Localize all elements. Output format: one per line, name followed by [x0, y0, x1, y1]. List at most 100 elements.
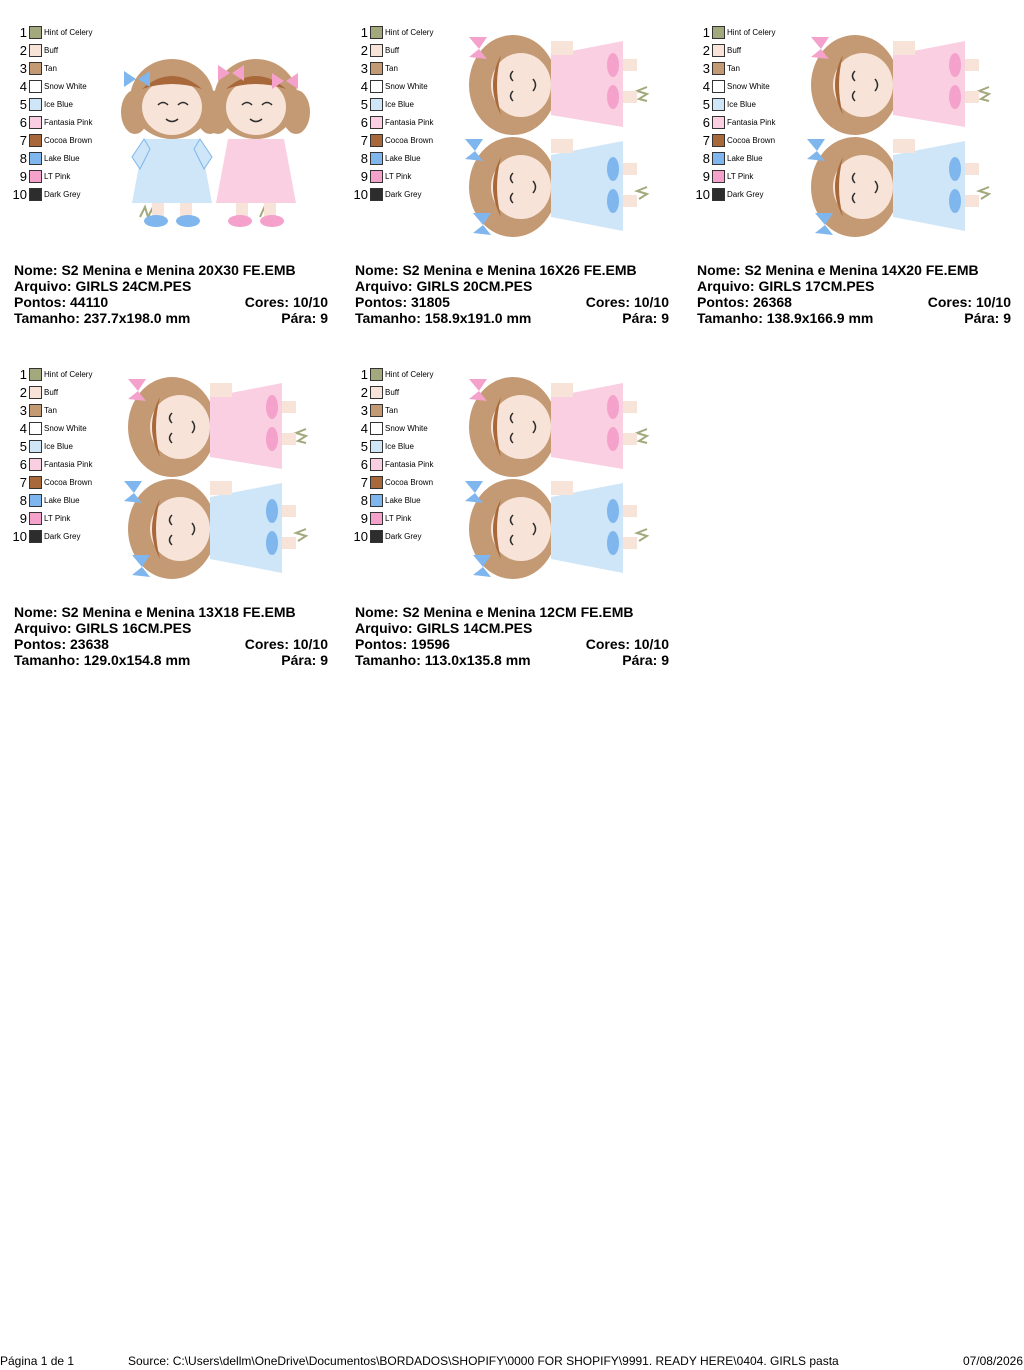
color-name: Lake Blue [44, 496, 80, 505]
color-number: 9 [19, 169, 27, 184]
color-legend-row: 8 Lake Blue [341, 151, 451, 169]
color-swatch [370, 458, 383, 471]
color-number: 8 [702, 151, 710, 166]
color-swatch [370, 152, 383, 165]
color-name: Snow White [727, 82, 770, 91]
color-number: 4 [19, 421, 27, 436]
color-name: Buff [385, 46, 400, 55]
color-name: Cocoa Brown [727, 136, 776, 145]
embroidery-preview-rotated-girls [123, 376, 307, 580]
stop-count: Pára: 9 [622, 652, 669, 668]
color-number: 7 [19, 475, 27, 490]
color-legend-row: 6 Fantasia Pink [341, 457, 451, 475]
color-legend-row: 7 Cocoa Brown [341, 475, 451, 493]
design-file: Arquivo: GIRLS 17CM.PES [697, 278, 875, 294]
color-number: 6 [19, 457, 27, 472]
color-name: Hint of Celery [385, 28, 434, 37]
color-swatch [712, 98, 725, 111]
color-swatch [370, 422, 383, 435]
color-swatch [370, 44, 383, 57]
color-legend-row: 4 Snow White [683, 79, 793, 97]
color-name: Lake Blue [727, 154, 763, 163]
design-info: Nome: S2 Menina e Menina 14X20 FE.EMB Ar… [697, 262, 1011, 326]
color-swatch [370, 512, 383, 525]
color-swatch [712, 26, 725, 39]
color-swatch [29, 368, 42, 381]
color-swatch [29, 440, 42, 453]
color-number: 1 [19, 367, 27, 382]
color-name: Cocoa Brown [44, 136, 93, 145]
stop-count: Pára: 9 [964, 310, 1011, 326]
design-file: Arquivo: GIRLS 20CM.PES [355, 278, 533, 294]
color-name: Snow White [385, 82, 428, 91]
design-card: 1 Hint of Celery 2 Buff 3 Tan 4 Snow White 5 Ice … [683, 25, 1013, 345]
color-number: 9 [19, 511, 27, 526]
color-swatch [29, 530, 42, 543]
color-legend-row: 10 Dark Grey [683, 187, 793, 205]
color-count: Cores: 10/10 [585, 294, 669, 310]
color-swatch [29, 494, 42, 507]
color-name: Dark Grey [44, 190, 81, 199]
page-number: Página 1 de 1 [0, 1354, 75, 1368]
color-legend-row: 1 Hint of Celery [683, 25, 793, 43]
color-number: 3 [360, 403, 368, 418]
color-name: Fantasia Pink [727, 118, 776, 127]
color-name: LT Pink [727, 172, 754, 181]
design-info: Nome: S2 Menina e Menina 12CM FE.EMB Arq… [355, 604, 669, 668]
color-swatch [29, 134, 42, 147]
color-number: 2 [360, 43, 368, 58]
color-swatch [29, 422, 42, 435]
color-number: 6 [360, 457, 368, 472]
color-legend-row: 6 Fantasia Pink [0, 115, 110, 133]
color-legend-row: 3 Tan [0, 403, 110, 421]
color-number: 1 [19, 25, 27, 40]
color-name: LT Pink [385, 514, 412, 523]
color-legend-row: 9 LT Pink [341, 169, 451, 187]
color-swatch [370, 368, 383, 381]
color-legend-row: 8 Lake Blue [0, 493, 110, 511]
color-name: LT Pink [44, 172, 71, 181]
design-name: Nome: S2 Menina e Menina 16X26 FE.EMB [355, 262, 637, 278]
color-name: LT Pink [44, 514, 71, 523]
color-swatch [29, 44, 42, 57]
color-number: 8 [360, 151, 368, 166]
color-legend-row: 1 Hint of Celery [341, 25, 451, 43]
color-swatch [370, 476, 383, 489]
color-number: 2 [702, 43, 710, 58]
stitch-count: Pontos: 44110 [14, 294, 109, 310]
color-legend-row: 1 Hint of Celery [0, 25, 110, 43]
color-name: Fantasia Pink [44, 118, 93, 127]
color-name: Buff [44, 388, 59, 397]
color-number: 10 [353, 529, 368, 544]
color-number: 10 [353, 187, 368, 202]
color-swatch [29, 80, 42, 93]
color-legend-row: 5 Ice Blue [683, 97, 793, 115]
source-path: Source: C:\Users\dellm\OneDrive\Document… [128, 1354, 839, 1368]
embroidery-preview-rotated-girls [464, 34, 648, 238]
color-legend-row: 7 Cocoa Brown [341, 133, 451, 151]
design-name: Nome: S2 Menina e Menina 13X18 FE.EMB [14, 604, 296, 620]
stitch-count: Pontos: 19596 [355, 636, 450, 652]
design-card: 1 Hint of Celery 2 Buff 3 Tan 4 Snow White 5 Ice … [341, 25, 671, 345]
color-legend-row: 9 LT Pink [0, 169, 110, 187]
design-size: Tamanho: 158.9x191.0 mm [355, 310, 532, 326]
color-name: Fantasia Pink [385, 460, 434, 469]
color-swatch [370, 440, 383, 453]
color-legend-row: 7 Cocoa Brown [0, 475, 110, 493]
color-name: Dark Grey [727, 190, 764, 199]
color-number: 4 [360, 79, 368, 94]
color-swatch [712, 152, 725, 165]
color-swatch [370, 116, 383, 129]
color-swatch [712, 116, 725, 129]
color-number: 3 [360, 61, 368, 76]
color-swatch [370, 80, 383, 93]
color-swatch [29, 386, 42, 399]
color-swatch [370, 62, 383, 75]
color-number: 10 [12, 187, 27, 202]
color-name: Ice Blue [385, 100, 414, 109]
color-legend-row: 6 Fantasia Pink [683, 115, 793, 133]
color-swatch [29, 98, 42, 111]
color-swatch [29, 188, 42, 201]
color-number: 10 [695, 187, 710, 202]
color-swatch [370, 530, 383, 543]
